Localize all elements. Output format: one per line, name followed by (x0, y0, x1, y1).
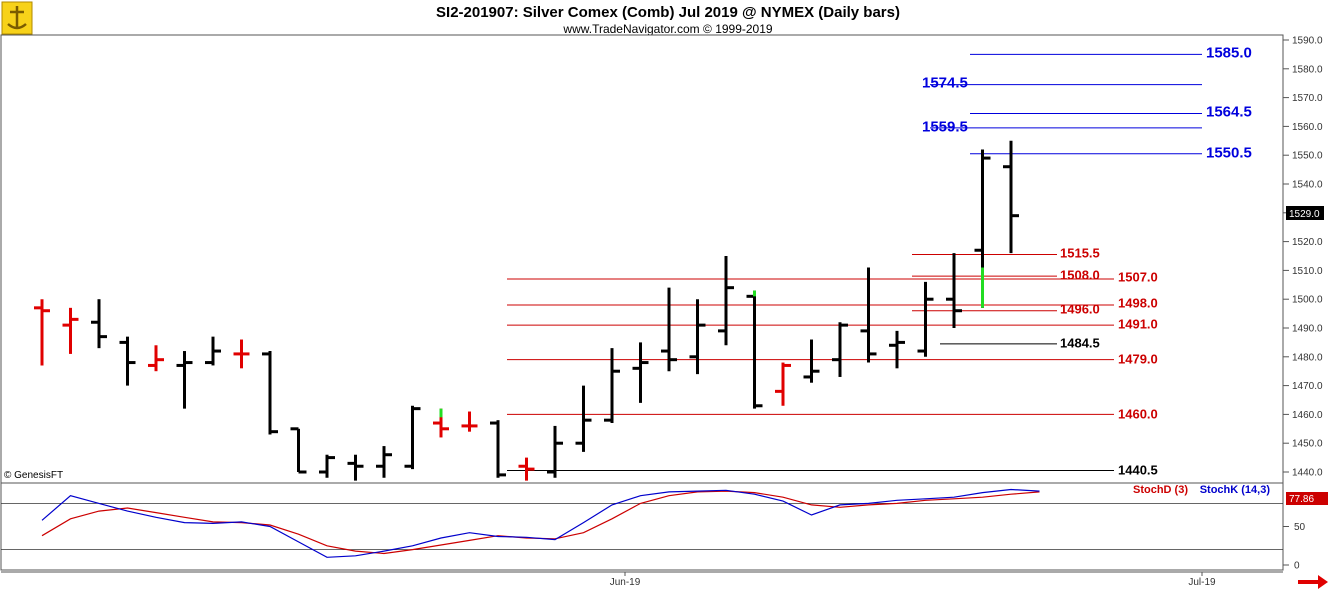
ohlc-bar (62, 307, 79, 354)
indicator-tick-label: 50 (1294, 522, 1306, 533)
logo-icon (1, 1, 33, 35)
scroll-right-icon[interactable] (1298, 575, 1328, 589)
y-tick-label: 1480.0 (1292, 352, 1323, 363)
y-tick-label: 1590.0 (1292, 36, 1323, 47)
level-lines: 1585.0 1574.5 1564.5 1559.5 1550.5 1515.5 1508… (507, 44, 1252, 478)
stochastic-lines (41, 488, 1040, 558)
y-tick-label: 1550.0 (1292, 151, 1323, 162)
ohlc-bar (832, 322, 848, 377)
level-label: 1515.5 (1060, 246, 1100, 261)
ohlc-bar (119, 336, 136, 386)
ohlc-bar (205, 336, 221, 366)
y-tick-label: 1580.0 (1292, 64, 1323, 75)
ohlc-bar (461, 411, 478, 432)
ohlc-bar (917, 281, 934, 357)
y-tick-label: 1490.0 (1292, 324, 1323, 335)
y-tick-label: 1450.0 (1292, 439, 1323, 450)
y-tick-label: 1500.0 (1292, 295, 1323, 306)
indicator-last-value: 77.86 (1289, 494, 1314, 505)
stochk-line (41, 488, 1040, 558)
credit-label: © GenesisFT (4, 470, 63, 481)
ohlc-bar (91, 299, 107, 349)
y-tick-label: 1560.0 (1292, 122, 1323, 133)
level-label: 1498.0 (1118, 296, 1158, 311)
ohlc-bar (490, 420, 506, 478)
ohlc-bar (34, 299, 50, 366)
ohlc-bar (148, 345, 164, 372)
y-tick-label: 1540.0 (1292, 180, 1323, 191)
ohlc-bar (518, 457, 535, 481)
x-tick-label: Jul-19 (1188, 577, 1216, 588)
ohlc-bar (604, 348, 620, 424)
y-tick-label: 1520.0 (1292, 237, 1323, 248)
ohlc-bar (176, 351, 193, 409)
indicator-last-box (1286, 492, 1328, 505)
ohlc-bar (319, 454, 335, 478)
y-tick-label: 1440.0 (1292, 468, 1323, 479)
chart-subtitle: www.TradeNavigator.com © 1999-2019 (562, 22, 772, 36)
green-marks (439, 267, 984, 418)
chart-title: SI2-201907: Silver Comex (Comb) Jul 2019… (436, 4, 900, 21)
indicator-tick-label: 0 (1294, 561, 1300, 572)
ohlc-bar (632, 342, 649, 403)
ohlc-bar (775, 362, 791, 406)
level-label: 1564.5 (1206, 103, 1252, 120)
y-tick-label: 1510.0 (1292, 266, 1323, 277)
level-label: 1574.5 (922, 74, 968, 91)
ohlc-bar (376, 446, 392, 478)
ohlc-bar (889, 330, 905, 369)
level-label: 1440.5 (1118, 463, 1158, 478)
ohlc-bar (347, 454, 364, 481)
ohlc-bar (718, 256, 734, 346)
level-label: 1491.0 (1118, 317, 1158, 332)
level-label: 1508.0 (1060, 268, 1100, 283)
level-label: 1484.5 (1060, 336, 1100, 351)
ohlc-bar (290, 427, 307, 474)
level-label: 1496.0 (1060, 302, 1100, 317)
level-label: 1460.0 (1118, 407, 1158, 422)
last-price-box (1286, 206, 1324, 220)
stochd-legend: StochD (3) (1133, 484, 1188, 496)
ohlc-bar (262, 351, 278, 435)
stochk-legend: StochK (14,3) (1200, 484, 1271, 496)
y-tick-label: 1460.0 (1292, 410, 1323, 421)
ohlc-bar (661, 287, 677, 372)
level-label: 1559.5 (922, 118, 968, 135)
ohlc-bar (860, 267, 877, 363)
ohlc-bar (803, 339, 820, 383)
ohlc-bar (575, 385, 592, 452)
level-label: 1585.0 (1206, 44, 1252, 61)
ohlc-bar (547, 425, 563, 478)
level-label: 1479.0 (1118, 352, 1158, 367)
y-tick-label: 1470.0 (1292, 381, 1323, 392)
x-tick-label: Jun-19 (610, 577, 641, 588)
last-price-label: 1529.0 (1289, 209, 1320, 220)
level-label: 1507.0 (1118, 270, 1158, 285)
ohlc-bar (233, 339, 250, 369)
level-label: 1550.5 (1206, 144, 1252, 161)
ohlc-bar (1003, 140, 1019, 254)
ohlc-bar (946, 253, 962, 328)
ohlc-bar (404, 405, 421, 470)
ohlc-bar (689, 299, 706, 375)
y-tick-label: 1570.0 (1292, 93, 1323, 104)
x-axis: Jun-19 Jul-19 (610, 572, 1216, 588)
price-bars (34, 140, 1019, 481)
